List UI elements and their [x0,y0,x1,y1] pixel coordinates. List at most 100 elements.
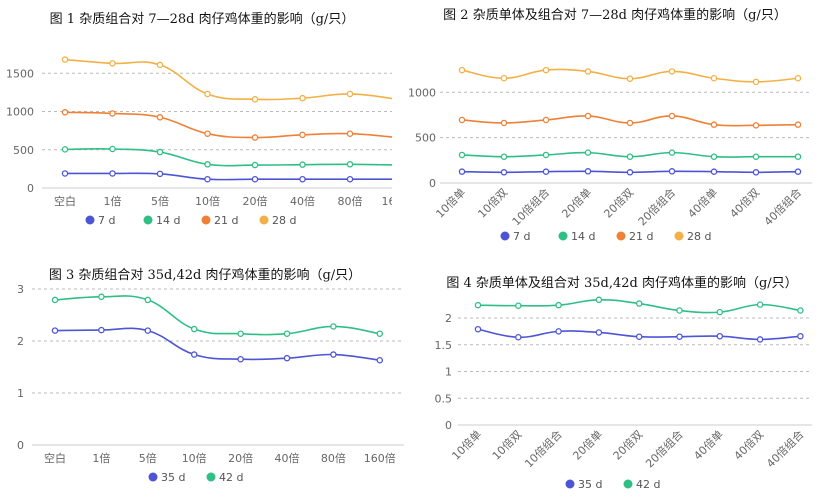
series-line [54,327,380,362]
data-point [626,75,634,82]
data-point [595,329,603,336]
data-point [668,168,676,175]
data-point [794,153,802,160]
x-tick-label: 160倍 [382,194,414,208]
data-point [251,161,259,169]
legend-marker [206,472,216,482]
data-point [109,170,116,177]
data-point [156,114,164,121]
x-tick-label: 10倍组合 [522,427,565,470]
data-point [330,351,337,358]
data-point [626,119,634,127]
legend-marker [143,215,153,225]
data-point [61,109,69,116]
data-point [61,170,69,177]
data-point [474,325,482,333]
chart-1-title: 图 1 杂质组合对 7—28d 肉仔鸡体重的影响（g/只） [49,12,355,27]
y-tick-label: 0.5 [435,392,453,405]
data-point [716,308,724,316]
legend-marker [616,231,626,241]
legend-label: 28 d [687,230,711,243]
data-point [283,354,291,362]
x-tick-label: 40倍双 [731,427,766,462]
data-point [635,333,643,340]
legend-label: 7 d [513,230,530,243]
data-point [376,330,384,337]
data-point [676,333,683,340]
data-point [752,169,760,176]
chart-4-title: 图 4 杂质单体及组合对 35d,42d 肉仔鸡体重的影响（g/只） [446,276,798,291]
legend-label: 28 d [272,214,296,227]
data-point [752,78,760,86]
data-point [144,296,152,304]
x-tick-label: 5倍 [151,194,169,208]
data-point [797,332,804,340]
legend-label: 35 d [578,478,602,491]
data-point [204,161,211,168]
x-tick-label: 1倍 [104,194,122,208]
data-point [716,332,724,340]
x-tick-label: 160倍 [364,451,396,465]
data-point [542,168,550,175]
data-point [794,74,802,82]
data-point [299,131,306,139]
legend-label: 42 d [636,478,660,491]
data-point [190,351,198,358]
legend-label: 21 d [214,214,238,227]
data-point [237,355,244,363]
x-tick-label: 10倍 [195,194,220,208]
data-point [283,330,291,337]
x-tick-label: 20倍单 [559,185,594,220]
legend-marker [674,231,684,241]
x-tick-label: 10倍 [182,451,207,465]
data-point [500,153,508,160]
data-point [756,301,764,308]
chart-3-title: 图 3 杂质组合对 35d,42d 肉仔鸡体重的影响（g/只） [48,268,362,283]
data-point [710,121,718,128]
y-tick-label: 1.5 [435,339,453,352]
data-point [584,168,592,175]
data-point [376,356,384,364]
data-point [98,326,105,334]
data-point [51,296,59,304]
data-point [710,168,718,175]
x-tick-label: 5倍 [139,451,157,465]
data-point [676,307,683,314]
data-point [395,97,400,102]
data-point [156,148,164,156]
y-tick-label: 3 [17,283,24,296]
data-point [395,135,400,140]
y-tick-label: 1000 [408,86,436,99]
x-tick-label: 20倍 [243,194,268,208]
data-point [668,68,676,75]
data-point [668,112,676,120]
x-tick-label: 40倍组合 [763,427,806,470]
data-point [251,134,259,141]
legend-marker [85,215,95,225]
data-point [626,153,634,160]
data-point [542,151,550,159]
series-line [64,148,392,167]
series-line [64,58,392,101]
series-line [64,111,392,139]
y-tick-label: 1 [17,387,24,400]
x-tick-label: 40倍 [275,451,300,465]
data-point [635,300,643,307]
data-point [395,177,400,182]
data-point [109,110,116,117]
data-point [515,334,522,341]
x-tick-label: 40倍双 [727,185,762,220]
data-point [797,307,804,314]
data-point [542,116,550,124]
data-point [458,168,466,175]
data-point [555,301,562,309]
chart-3: 0 1 2 3 空白 1倍 5倍 10倍 20倍 40倍 80倍 160倍 [17,283,404,465]
y-tick-label: 0 [17,439,24,452]
x-tick-label: 20倍单 [570,427,605,462]
legend-marker [558,231,568,241]
data-point [237,330,244,337]
chart-1: 0 500 1000 1500 空白 1倍 5倍 10倍 20倍 40倍 80倍 160倍 [6,56,414,208]
y-tick-label: 500 [13,144,34,157]
